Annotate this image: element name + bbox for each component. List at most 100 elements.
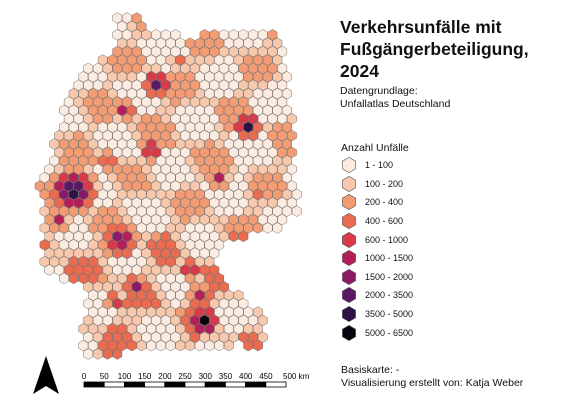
hex-cell	[78, 188, 89, 201]
hex-cell	[122, 113, 132, 125]
hex-cell	[267, 113, 278, 125]
hex-cell	[126, 306, 137, 318]
hex-cell	[112, 213, 123, 226]
hex-cell	[122, 96, 132, 108]
hex-cell	[107, 188, 118, 201]
hex-cell	[267, 62, 278, 75]
legend-item: 5000 - 6500	[341, 323, 413, 342]
hex-cell	[97, 205, 108, 217]
hex-cell	[88, 71, 98, 83]
hex-cell	[209, 163, 220, 175]
hex-cell	[97, 306, 108, 318]
hex-cell	[214, 306, 225, 318]
hex-cell	[189, 45, 200, 58]
hex-cell	[151, 314, 161, 327]
hex-cell	[68, 255, 79, 268]
hex-cell	[102, 79, 113, 91]
hex-cell	[151, 247, 161, 259]
hex-cell	[112, 180, 123, 192]
hex-cell	[39, 239, 50, 251]
hex-cell	[156, 37, 166, 49]
hex-cell	[219, 331, 229, 343]
hex-cell	[243, 171, 254, 184]
hex-cell	[160, 297, 171, 310]
legend-label: 2000 - 3500	[365, 290, 414, 301]
hex-cell	[233, 289, 244, 301]
scale-label: 450	[259, 372, 273, 381]
hex-cell	[194, 104, 205, 117]
hex-cell	[199, 197, 210, 209]
hex-cell	[175, 306, 186, 318]
hex-cell	[238, 45, 249, 58]
hex-cell	[160, 281, 171, 293]
hex-cell	[136, 87, 147, 100]
hex-cell	[88, 339, 98, 352]
hex-cell	[165, 289, 176, 301]
hex-cell	[88, 272, 98, 285]
hex-cell	[131, 247, 142, 259]
hex-cell	[102, 96, 113, 108]
hex-cell	[189, 79, 200, 91]
hex-cell	[214, 205, 225, 217]
hex-cell	[97, 171, 108, 184]
hex-cell	[59, 104, 69, 117]
hex-cell	[199, 264, 210, 276]
hex-cell	[97, 289, 108, 301]
hex-cell	[257, 197, 268, 209]
hex-cell	[107, 239, 118, 251]
hex-cell	[160, 96, 171, 108]
hex-cell	[223, 104, 234, 117]
hex-cell	[122, 12, 132, 24]
hex-cell	[117, 323, 128, 335]
hex-cell	[92, 348, 103, 360]
hex-cell	[136, 255, 147, 268]
hex-cell	[175, 37, 186, 49]
hex-cell	[267, 96, 278, 108]
hex-cell	[146, 188, 157, 201]
hex-cell	[228, 213, 239, 226]
hex-cell	[185, 71, 195, 83]
hex-cell	[228, 163, 239, 175]
hex-cell	[219, 146, 229, 159]
hex-cell	[238, 163, 249, 175]
hex-cell	[131, 180, 142, 192]
hex-cell	[243, 54, 254, 66]
hex-cell	[136, 71, 147, 83]
hex-cell	[102, 213, 113, 226]
hex-cell	[112, 146, 123, 159]
hex-cell	[107, 104, 118, 117]
hex-cell	[126, 87, 137, 100]
hex-cell	[78, 323, 89, 335]
legend-swatch-hex	[342, 306, 356, 322]
hex-cell	[68, 188, 79, 201]
hex-cell	[83, 62, 94, 75]
hex-cell	[136, 188, 147, 201]
hex-cell	[238, 230, 249, 243]
hex-cell	[243, 71, 254, 83]
hex-cell	[97, 54, 108, 66]
hex-cell	[83, 163, 94, 175]
hex-cell	[257, 314, 268, 327]
hex-cell	[92, 180, 103, 192]
hex-cell	[170, 146, 181, 159]
hex-cell	[228, 113, 239, 125]
hex-cell	[131, 331, 142, 343]
hex-cell	[282, 171, 292, 184]
legend-item: 100 - 200	[341, 175, 413, 194]
hex-cell	[126, 205, 137, 217]
hex-cell	[102, 163, 113, 175]
hex-cell	[49, 188, 60, 201]
hex-cell	[73, 163, 84, 175]
hex-cell	[165, 71, 176, 83]
hex-cell	[78, 255, 89, 268]
hex-cell	[68, 171, 79, 184]
hex-cell	[267, 197, 278, 209]
hex-cell	[223, 121, 234, 133]
hex-cell	[146, 239, 157, 251]
hex-cell	[117, 289, 128, 301]
hex-cell	[282, 188, 292, 201]
hex-cell	[117, 54, 128, 66]
scale-segment	[204, 381, 226, 388]
hex-cell	[92, 247, 103, 259]
hex-cell	[107, 255, 118, 268]
